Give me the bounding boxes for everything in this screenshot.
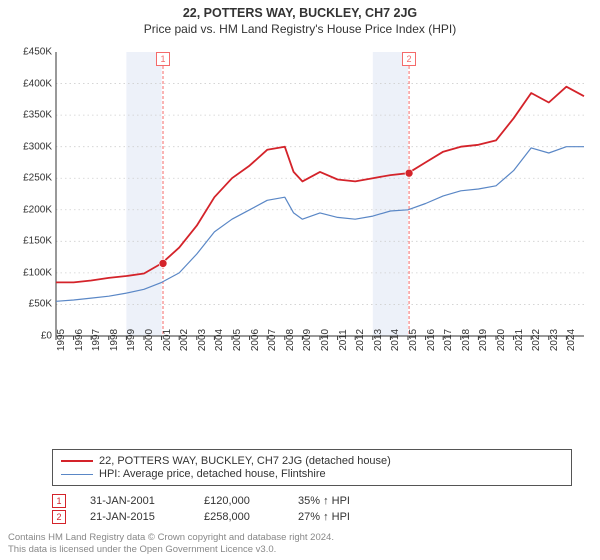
y-axis-tick-label: £300K bbox=[23, 141, 52, 152]
y-axis-tick-label: £0 bbox=[41, 331, 52, 342]
events-table: 1 31-JAN-2001 £120,000 35% ↑ HPI 2 21-JAN-201… bbox=[52, 492, 572, 526]
y-axis-tick-label: £200K bbox=[23, 204, 52, 215]
legend-label: HPI: Average price, detached house, Flin… bbox=[99, 468, 326, 480]
y-axis-tick-label: £150K bbox=[23, 236, 52, 247]
highlight-band bbox=[126, 52, 161, 336]
chart-area: £0 £50K £100K £150K £200K £250K £300K £350K £400… bbox=[8, 46, 592, 441]
event-index-box: 2 bbox=[52, 510, 66, 524]
chart-title-subtitle: Price paid vs. HM Land Registry's House … bbox=[4, 22, 596, 36]
y-axis-tick-label: £350K bbox=[23, 110, 52, 121]
y-axis-tick-label: £250K bbox=[23, 173, 52, 184]
y-axis-tick-label: £450K bbox=[23, 47, 52, 58]
event-pct-vs-hpi: 35% ↑ HPI bbox=[298, 495, 378, 507]
footer-line2: This data is licensed under the Open Gov… bbox=[8, 544, 592, 556]
chart-title-block: 22, POTTERS WAY, BUCKLEY, CH7 2JG Price … bbox=[0, 0, 600, 38]
event-price: £120,000 bbox=[204, 495, 274, 507]
event-point bbox=[405, 169, 413, 177]
x-axis-tick-label: 2024 bbox=[566, 329, 600, 351]
event-marker-box: 1 bbox=[156, 52, 170, 66]
event-index-box: 1 bbox=[52, 494, 66, 508]
y-axis-tick-label: £50K bbox=[29, 299, 52, 310]
legend-row: HPI: Average price, detached house, Flin… bbox=[61, 468, 563, 480]
event-price: £258,000 bbox=[204, 511, 274, 523]
event-point bbox=[159, 259, 167, 267]
event-date: 21-JAN-2015 bbox=[90, 511, 180, 523]
footer-attribution: Contains HM Land Registry data © Crown c… bbox=[8, 532, 592, 556]
legend: 22, POTTERS WAY, BUCKLEY, CH7 2JG (detac… bbox=[52, 449, 572, 486]
legend-label: 22, POTTERS WAY, BUCKLEY, CH7 2JG (detac… bbox=[99, 455, 391, 467]
legend-row: 22, POTTERS WAY, BUCKLEY, CH7 2JG (detac… bbox=[61, 455, 563, 467]
legend-swatch bbox=[61, 460, 93, 462]
y-axis-tick-label: £100K bbox=[23, 267, 52, 278]
y-axis-tick-label: £400K bbox=[23, 78, 52, 89]
line-chart bbox=[8, 46, 592, 366]
event-detail-row: 1 31-JAN-2001 £120,000 35% ↑ HPI bbox=[52, 494, 572, 508]
event-detail-row: 2 21-JAN-2015 £258,000 27% ↑ HPI bbox=[52, 510, 572, 524]
event-pct-vs-hpi: 27% ↑ HPI bbox=[298, 511, 378, 523]
footer-line1: Contains HM Land Registry data © Crown c… bbox=[8, 532, 592, 544]
chart-title-address: 22, POTTERS WAY, BUCKLEY, CH7 2JG bbox=[4, 6, 596, 20]
highlight-band bbox=[373, 52, 408, 336]
event-date: 31-JAN-2001 bbox=[90, 495, 180, 507]
event-marker-box: 2 bbox=[402, 52, 416, 66]
legend-swatch bbox=[61, 474, 93, 475]
